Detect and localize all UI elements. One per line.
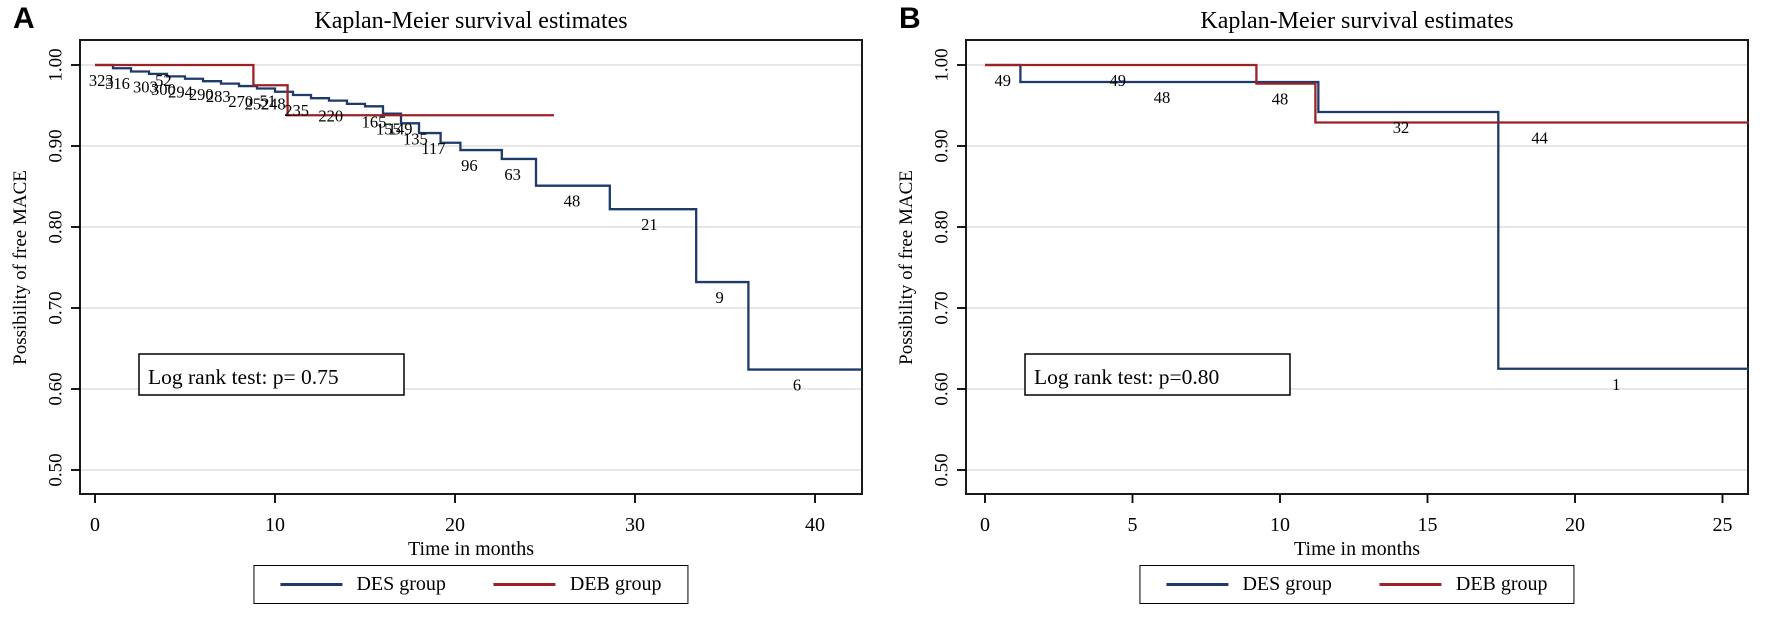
y-tick-label: 0.80 bbox=[45, 210, 66, 243]
des-line-swatch bbox=[1166, 583, 1229, 586]
x-tick-label: 40 bbox=[805, 514, 825, 536]
at-risk-count: 235 bbox=[284, 101, 309, 120]
km-curve-deb bbox=[985, 63, 1750, 124]
legend-b: DES group DEB group bbox=[1139, 565, 1575, 604]
x-tick-label: 20 bbox=[1565, 514, 1585, 536]
km-curve-des bbox=[985, 63, 1750, 370]
log-rank-text: Log rank test: p=0.80 bbox=[1034, 365, 1219, 389]
at-risk-count: 21 bbox=[641, 215, 658, 234]
at-risk-count: 165 bbox=[362, 112, 387, 131]
y-tick-label: 0.60 bbox=[931, 372, 952, 405]
chart-title: Kaplan-Meier survival estimates bbox=[1200, 8, 1513, 34]
plot-border bbox=[79, 39, 863, 495]
at-risk-count: 300 bbox=[151, 80, 176, 99]
legend-item-des: DES group bbox=[1166, 573, 1332, 596]
at-risk-count: 135 bbox=[403, 129, 428, 148]
at-risk-count: 290 bbox=[189, 85, 214, 104]
at-risk-count: 149 bbox=[388, 120, 413, 139]
km-chart-b: 1.00 0.90 0.80 0.70 0.60 0.50 0 5 10 15 20 25 Possib… bbox=[896, 8, 1750, 560]
panel-b: B 1.00 0.90 0.80 0.70 0.60 0.50 0 5 10 15 20 25 Poss… bbox=[886, 0, 1772, 618]
y-tick-label: 0.70 bbox=[45, 291, 66, 324]
legend-a: DES group DEB group bbox=[253, 565, 689, 604]
at-risk-count: 52 bbox=[155, 71, 172, 90]
at-risk-count: 248 bbox=[261, 94, 286, 113]
log-rank-box bbox=[138, 353, 405, 396]
y-axis-title: Possibility of free MACE bbox=[896, 170, 917, 365]
at-risk-count: 316 bbox=[105, 74, 130, 93]
at-risk-count: 48 bbox=[1154, 88, 1171, 107]
x-tick-label: 15 bbox=[1418, 514, 1438, 536]
at-risk-count: 96 bbox=[461, 156, 478, 175]
x-tick-label: 20 bbox=[445, 514, 465, 536]
x-tick-label: 0 bbox=[90, 514, 100, 536]
x-tick-label: 0 bbox=[980, 514, 990, 536]
legend-label-deb: DEB group bbox=[569, 573, 662, 595]
x-tick-label: 25 bbox=[1713, 514, 1733, 536]
at-risk-count: 63 bbox=[504, 165, 521, 184]
legend-item-des: DES group bbox=[280, 573, 446, 596]
y-tick-label: 0.60 bbox=[45, 372, 66, 405]
y-tick-label: 0.90 bbox=[45, 129, 66, 162]
at-risk-count: 48 bbox=[1272, 90, 1289, 109]
x-tick-label: 10 bbox=[265, 514, 285, 536]
x-tick-label: 5 bbox=[1128, 514, 1138, 536]
y-tick-label: 1.00 bbox=[45, 48, 66, 81]
chart-title: Kaplan-Meier survival estimates bbox=[314, 8, 627, 34]
at-risk-count: 283 bbox=[206, 87, 231, 106]
y-tick-label: 0.90 bbox=[931, 129, 952, 162]
at-risk-count: 294 bbox=[168, 82, 193, 101]
legend-label-des: DES group bbox=[1242, 573, 1332, 595]
deb-line-swatch bbox=[493, 583, 556, 586]
at-risk-count: 270 bbox=[228, 92, 253, 111]
legend-label-deb: DEB group bbox=[1455, 573, 1548, 595]
at-risk-count: 117 bbox=[421, 139, 445, 158]
at-risk-count: 32 bbox=[1393, 118, 1410, 137]
x-axis-title: Time in months bbox=[408, 538, 534, 560]
log-rank-text: Log rank test: p= 0.75 bbox=[148, 365, 339, 389]
at-risk-count: 49 bbox=[994, 71, 1011, 90]
x-tick-label: 10 bbox=[1270, 514, 1290, 536]
y-tick-label: 0.70 bbox=[931, 291, 952, 324]
km-curve-deb bbox=[95, 63, 554, 117]
y-tick-label: 1.00 bbox=[931, 48, 952, 81]
at-risk-count: 303 bbox=[133, 77, 158, 96]
at-risk-count: 1 bbox=[1612, 375, 1620, 394]
y-tick-label: 0.50 bbox=[45, 453, 66, 486]
legend-label-des: DES group bbox=[356, 573, 446, 595]
at-risk-count: 252 bbox=[245, 94, 270, 113]
log-rank-box bbox=[1024, 353, 1291, 396]
deb-line-swatch bbox=[1379, 583, 1442, 586]
legend-item-deb: DEB group bbox=[1379, 573, 1548, 596]
y-tick-label: 0.80 bbox=[931, 210, 952, 243]
km-curve-des bbox=[95, 63, 862, 371]
at-risk-count: 9 bbox=[715, 288, 723, 307]
y-tick-label: 0.50 bbox=[931, 453, 952, 486]
at-risk-count: 6 bbox=[793, 376, 801, 395]
y-axis-title: Possibility of free MACE bbox=[10, 170, 31, 365]
at-risk-count: 323 bbox=[89, 71, 114, 90]
at-risk-count: 51 bbox=[260, 91, 277, 110]
plot-border bbox=[965, 39, 1749, 495]
at-risk-count: 48 bbox=[564, 192, 581, 211]
at-risk-count: 44 bbox=[1531, 129, 1548, 148]
at-risk-count: 155 bbox=[376, 120, 401, 139]
des-line-swatch bbox=[280, 583, 343, 586]
at-risk-count: 49 bbox=[1110, 71, 1127, 90]
x-axis-title: Time in months bbox=[1294, 538, 1420, 560]
at-risk-count: 220 bbox=[318, 107, 343, 126]
panel-b-label: B bbox=[899, 2, 921, 35]
legend-item-deb: DEB group bbox=[493, 573, 662, 596]
panel-a: A 1.00 0.90 0.80 0.70 0.60 0.50 0 10 20 30 40 Possi… bbox=[10, 2, 863, 604]
x-tick-label: 30 bbox=[625, 514, 645, 536]
km-chart-a: 1.00 0.90 0.80 0.70 0.60 0.50 0 10 20 30 40 Possibi… bbox=[10, 8, 863, 560]
panel-a-label: A bbox=[13, 2, 35, 35]
